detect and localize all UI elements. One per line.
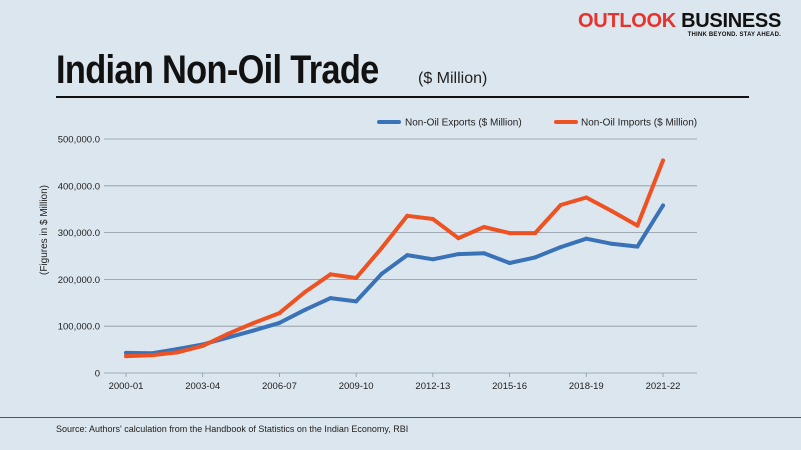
title-rule	[56, 96, 749, 98]
x-tick-label: 2015-16	[492, 381, 527, 392]
imports-data-point	[456, 236, 461, 241]
exports-data-point	[507, 261, 512, 266]
imports-data-point	[277, 311, 282, 316]
legend-label-imports: Non-Oil Imports ($ Million)	[581, 118, 697, 129]
exports-data-point	[558, 245, 563, 250]
exports-data-point	[430, 257, 435, 262]
exports-data-point	[405, 253, 410, 258]
exports-data-point	[277, 320, 282, 325]
x-tick-label: 2018-19	[569, 381, 604, 392]
y-tick-label: 500,000.0	[58, 135, 100, 146]
imports-data-point	[507, 231, 512, 236]
imports-data-point	[405, 213, 410, 218]
imports-data-point	[124, 354, 128, 359]
footer-rule	[0, 417, 801, 418]
exports-data-point	[635, 244, 640, 249]
imports-data-point	[175, 350, 180, 355]
x-tick-label: 2009-10	[339, 381, 374, 392]
y-tick-label: 0	[95, 369, 100, 380]
x-tick-label: 2000-01	[109, 381, 144, 392]
exports-data-point	[226, 335, 231, 340]
brand-name-part1: OUTLOOK	[578, 10, 676, 32]
y-tick-label: 100,000.0	[58, 322, 100, 333]
y-tick-label: 400,000.0	[58, 181, 100, 192]
y-axis-label: (Figures in $ Million)	[39, 185, 50, 275]
imports-data-point	[661, 158, 665, 163]
exports-data-point	[328, 296, 333, 301]
x-tick-label: 2006-07	[262, 381, 297, 392]
imports-data-point	[251, 320, 256, 325]
imports-data-point	[635, 223, 640, 228]
exports-data-point	[456, 252, 461, 257]
imports-data-point	[303, 290, 307, 295]
imports-data-point	[149, 353, 154, 358]
imports-data-point	[558, 202, 563, 207]
x-tick-label: 2003-04	[185, 381, 220, 392]
x-tick-label: 2021-22	[646, 381, 681, 392]
exports-data-point	[379, 271, 384, 276]
imports-data-point	[200, 343, 205, 348]
line-chart: 0 100,000.0 200,000.0 300,000.0 400,000.0 500…	[39, 118, 697, 393]
imports-data-point	[328, 272, 333, 277]
exports-data-point	[124, 350, 128, 355]
chart-subtitle: ($ Million)	[418, 70, 488, 87]
imports-data-point	[354, 275, 359, 280]
brand-name-part2: BUSINESS	[675, 10, 781, 32]
brand-name: OUTLOOK BUSINESS	[578, 10, 781, 32]
exports-data-point	[251, 328, 256, 333]
brand-logo: OUTLOOK BUSINESS THINK BEYOND. STAY AHEA…	[578, 10, 781, 38]
imports-data-point	[379, 246, 384, 251]
imports-data-point	[430, 217, 435, 222]
exports-data-point	[584, 236, 589, 241]
exports-data-point	[661, 203, 665, 208]
imports-series-line	[124, 158, 665, 359]
imports-data-point	[482, 224, 486, 229]
exports-data-point	[609, 241, 614, 246]
imports-data-point	[609, 209, 614, 214]
imports-data-point	[584, 195, 589, 200]
source-note: Source: Authors' calculation from the Ha…	[56, 424, 409, 434]
exports-data-point	[354, 299, 359, 304]
y-tick-label: 300,000.0	[58, 228, 100, 239]
y-tick-label: 200,000.0	[58, 275, 100, 286]
exports-data-point	[533, 255, 538, 260]
title-row: Indian Non-Oil Trade ($ Million)	[56, 48, 487, 93]
exports-data-point	[482, 251, 486, 256]
imports-data-point	[226, 331, 231, 336]
x-tick-label: 2012-13	[415, 381, 450, 392]
imports-data-point	[533, 231, 538, 236]
brand-tagline: THINK BEYOND. STAY AHEAD.	[687, 32, 781, 38]
legend-label-exports: Non-Oil Exports ($ Million)	[405, 118, 522, 129]
chart-title: Indian Non-Oil Trade	[56, 48, 379, 92]
exports-data-point	[303, 307, 307, 312]
